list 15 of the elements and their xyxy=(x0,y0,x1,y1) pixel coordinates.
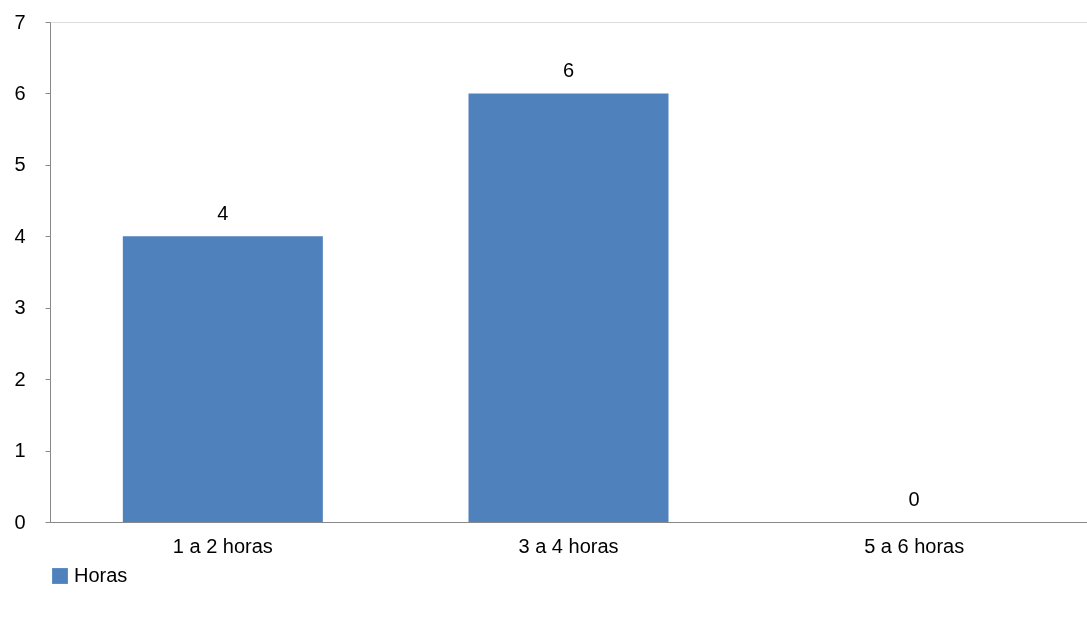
data-label: 4 xyxy=(217,202,229,225)
data-label: 0 xyxy=(908,488,920,510)
y-tick-label: 3 xyxy=(14,296,26,319)
x-tick-label: 1 a 2 horas xyxy=(172,534,273,557)
y-tick-label: 6 xyxy=(14,81,26,104)
data-label: 6 xyxy=(562,59,575,82)
y-tick-label: 0 xyxy=(14,510,26,533)
x-tick-label: 3 a 4 horas xyxy=(518,534,619,557)
x-tick-label: 5 a 6 horas xyxy=(864,534,965,557)
y-tick-label: 1 xyxy=(14,439,26,462)
y-tick-label: 4 xyxy=(14,224,26,247)
legend-label: Horas xyxy=(74,564,128,586)
y-tick-label: 2 xyxy=(14,367,26,390)
y-tick-label: 5 xyxy=(14,153,26,176)
y-tick-label: 7 xyxy=(14,10,26,33)
